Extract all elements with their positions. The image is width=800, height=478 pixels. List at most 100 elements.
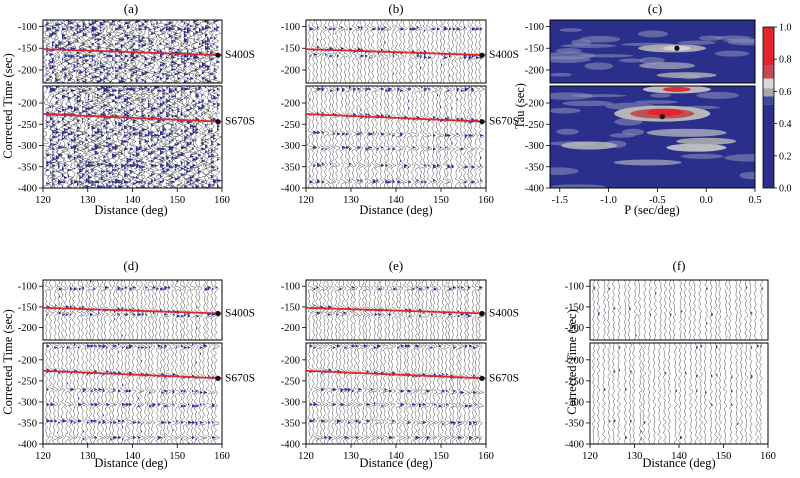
seismogram-trace xyxy=(363,86,370,188)
seismogram-trace xyxy=(643,280,647,340)
seismogram-trace xyxy=(693,280,697,340)
seismogram-trace xyxy=(334,280,341,340)
x-tick-label: 140 xyxy=(125,195,141,206)
y-tick-label: -300 xyxy=(18,141,37,152)
seismogram-trace xyxy=(142,86,154,188)
positive-fill xyxy=(160,287,164,312)
energy-blob xyxy=(698,35,723,41)
positive-fill xyxy=(108,86,115,188)
y-tick-label: -250 xyxy=(565,376,584,387)
positive-fill xyxy=(479,437,481,441)
positive-fill xyxy=(309,26,314,58)
seismogram-trace xyxy=(165,343,173,444)
seismogram-trace xyxy=(402,86,409,188)
seismogram-trace xyxy=(104,343,111,444)
seismogram-trace xyxy=(653,280,657,340)
seismogram-trace xyxy=(739,343,744,444)
arrival-marker xyxy=(479,310,485,317)
seismogram-trace xyxy=(92,343,100,444)
positive-fill xyxy=(85,92,93,188)
seismogram-trace xyxy=(172,86,183,188)
positive-fill xyxy=(149,346,152,408)
seismogram-trace xyxy=(473,343,481,444)
seismogram-trace xyxy=(672,280,677,340)
lower-window: -200 -250 -300 -350 -400 xyxy=(281,342,487,451)
seismogram-trace xyxy=(434,20,441,83)
peak-marker-s670s xyxy=(659,114,665,120)
positive-fill xyxy=(419,287,423,318)
positive-fill xyxy=(357,87,362,182)
window-frame xyxy=(305,19,487,84)
seismogram-trace xyxy=(353,343,361,444)
positive-fill xyxy=(593,286,596,291)
positive-fill xyxy=(675,389,678,393)
positive-fill xyxy=(109,23,114,76)
seismogram-trace xyxy=(386,86,394,188)
arrival-marker xyxy=(215,119,221,125)
positive-fill xyxy=(336,313,339,316)
x-tick-label: 140 xyxy=(388,195,404,206)
colorbar-segment xyxy=(763,27,774,66)
y-tick-label: -300 xyxy=(525,141,544,152)
positive-fill xyxy=(117,343,122,439)
positive-fill xyxy=(360,26,364,58)
arrival-marker xyxy=(215,310,221,317)
seismogram-trace xyxy=(84,343,92,444)
seismogram-trace xyxy=(429,280,435,340)
seismogram-trace xyxy=(128,86,139,188)
positive-fill xyxy=(201,26,207,80)
seismogram-trace xyxy=(111,343,118,444)
energy-blob xyxy=(550,107,581,114)
seismogram-trace xyxy=(674,343,678,444)
positive-fill xyxy=(62,27,68,83)
y-tick-label: -350 xyxy=(281,418,300,429)
x-axis-title: Distance (deg) xyxy=(642,456,715,470)
positive-fill xyxy=(186,86,192,184)
y-tick-label: -150 xyxy=(18,302,37,313)
seismogram-trace xyxy=(64,343,72,444)
x-tick-label: 130 xyxy=(627,451,643,462)
energy-blob xyxy=(550,56,591,63)
positive-fill xyxy=(423,29,428,59)
seismogram-trace xyxy=(683,280,687,340)
positive-fill xyxy=(376,114,381,182)
positive-fill xyxy=(162,89,167,182)
seismogram-trace xyxy=(426,86,434,188)
y-tick-label: -200 xyxy=(18,65,37,76)
positive-fill xyxy=(336,54,339,67)
positive-fill xyxy=(168,286,171,313)
seismogram-trace xyxy=(744,280,748,340)
seismogram-trace xyxy=(370,86,378,188)
y-tick-label: -200 xyxy=(525,99,544,110)
positive-fill xyxy=(62,89,68,178)
y-tick-label: -100 xyxy=(281,22,300,33)
seismogram-trace xyxy=(336,280,345,340)
positive-fill xyxy=(114,89,120,188)
energy-group xyxy=(550,28,755,80)
y-tick-label: -400 xyxy=(18,440,37,451)
seismogram-trace xyxy=(469,20,478,83)
seismogram-trace xyxy=(339,86,347,188)
positive-fill xyxy=(368,87,374,149)
seismogram-trace xyxy=(44,280,51,340)
seismogram-trace xyxy=(147,280,154,340)
energy-blob xyxy=(724,154,755,162)
seismogram-trace xyxy=(56,86,69,188)
s400s-arrival-line xyxy=(305,306,487,315)
plot-area xyxy=(590,280,768,340)
seismogram-trace xyxy=(709,280,714,340)
seismogram-trace xyxy=(607,343,611,444)
positive-fill xyxy=(357,26,362,52)
seismogram-trace xyxy=(123,343,131,444)
y-tick-label: -350 xyxy=(525,162,544,173)
positive-fill xyxy=(46,21,51,82)
seismogram-trace xyxy=(100,343,108,444)
seismogram-trace xyxy=(748,343,753,444)
seismogram-trace xyxy=(703,343,707,444)
y-tick-label: -350 xyxy=(18,162,37,173)
positive-fill xyxy=(670,313,672,316)
seismogram-trace xyxy=(371,343,380,444)
y-tick-label: -150 xyxy=(281,44,300,55)
x-tick-label: 150 xyxy=(433,451,449,462)
